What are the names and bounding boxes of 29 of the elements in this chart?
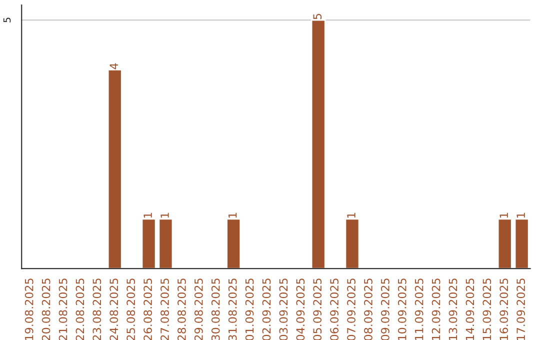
data-label: 5 [313, 14, 322, 20]
x-tick-label: 28.08.2025 [178, 278, 186, 340]
data-label: 1 [228, 212, 237, 218]
x-tick-label: 24.08.2025 [110, 278, 118, 340]
data-label: 4 [110, 63, 118, 70]
x-tick-label: 29.08.2025 [194, 278, 203, 340]
data-label: 1 [347, 212, 356, 218]
x-tick-label: 23.08.2025 [92, 278, 102, 340]
x-tick-label: 14.09.2025 [466, 278, 474, 340]
x-tick-label: 22.08.2025 [76, 278, 84, 340]
x-tick-label: 30.08.2025 [211, 278, 220, 340]
data-label: 1 [160, 212, 169, 218]
x-tick-label: 26.08.2025 [144, 278, 152, 340]
x-tick-label: 10.09.2025 [398, 278, 406, 340]
x-tick-label: 31.08.2025 [228, 278, 237, 340]
x-tick-label: 19.08.2025 [24, 278, 34, 340]
x-tick-label: 20.08.2025 [42, 278, 50, 340]
x-tick-label: 11.09.2025 [414, 278, 424, 340]
x-tick-label: 25.08.2025 [126, 278, 136, 340]
x-tick-label: 13.09.2025 [448, 278, 458, 340]
x-tick-label: 16.09.2025 [500, 278, 508, 340]
x-tick-label: 27.08.2025 [160, 278, 169, 340]
data-label: 1 [516, 212, 525, 218]
data-label: 1 [144, 212, 152, 218]
x-tick-label: 21.08.2025 [58, 278, 68, 340]
x-tick-label: 17.09.2025 [516, 278, 526, 340]
x-tick-label: 15.09.2025 [482, 278, 492, 340]
data-label: 1 [500, 212, 508, 218]
x-tick-label: 12.09.2025 [432, 278, 440, 340]
